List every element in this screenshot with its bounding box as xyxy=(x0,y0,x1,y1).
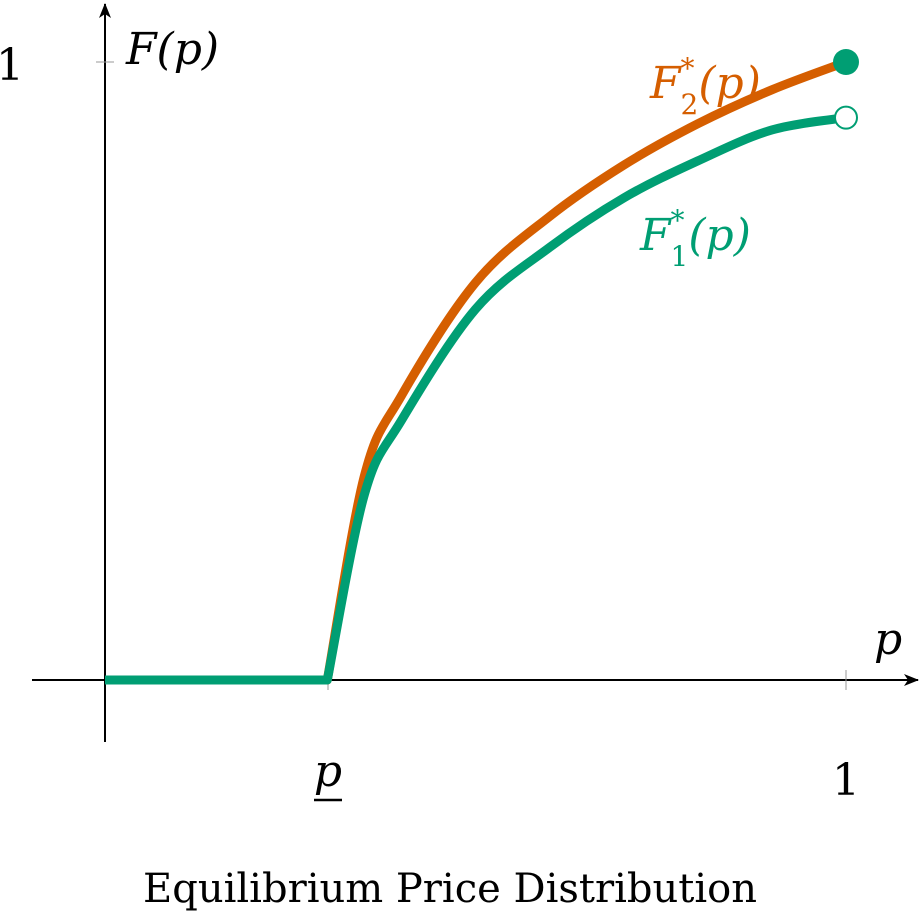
series-endpoint-1 xyxy=(833,49,859,75)
series-label-f2: F* 2(p) xyxy=(649,52,761,121)
series-line-1 xyxy=(105,57,848,685)
series-line-2 xyxy=(105,113,847,685)
x-axis-label: p xyxy=(874,614,902,665)
series-label-f1: F* 1(p) xyxy=(639,204,751,273)
y-tick-label: 1 xyxy=(0,40,24,91)
chart-title: Equilibrium Price Distribution xyxy=(143,866,757,912)
series-endpoint-2 xyxy=(834,105,858,130)
x-tick-label-p-underline: p xyxy=(314,746,342,797)
x-tick-label: 1 xyxy=(832,755,860,806)
y-axis-label: F(p) xyxy=(125,24,219,75)
series-layer xyxy=(105,49,859,685)
